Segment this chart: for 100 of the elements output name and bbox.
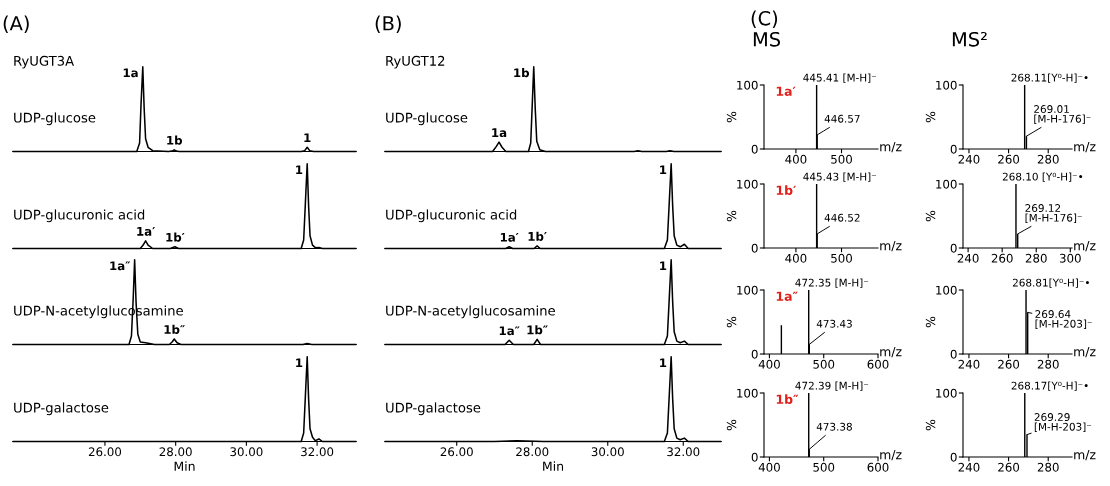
annotation: 1b′ bbox=[528, 231, 547, 241]
annotation: UDP-glucose bbox=[14, 112, 96, 126]
annotation: UDP-glucuronic acid bbox=[14, 209, 145, 223]
y-tick-label: 100 bbox=[936, 80, 957, 90]
annotation: 1a″ bbox=[110, 261, 131, 271]
y-tick-label: 0 bbox=[751, 452, 758, 462]
x-tick-label: 280 bbox=[1037, 462, 1059, 472]
annotation: 1 bbox=[660, 165, 667, 175]
annotation: 269.12 [M-H-176]⁻ bbox=[1025, 204, 1082, 223]
annotation: 1a bbox=[492, 128, 507, 138]
y-axis-title: % bbox=[726, 111, 737, 123]
chart-subtitle: RyUGT3A bbox=[14, 55, 75, 69]
chart-title: (B) bbox=[375, 15, 401, 33]
x-axis-title: m/z bbox=[880, 347, 902, 358]
x-tick-label: 240 bbox=[958, 462, 980, 472]
annotation: 472.35 [M-H]⁻ bbox=[795, 278, 869, 288]
y-tick-label: 100 bbox=[737, 388, 758, 398]
annotation: 1 bbox=[660, 358, 667, 368]
annotation: 446.57 bbox=[824, 114, 860, 123]
y-tick-label: 100 bbox=[737, 179, 758, 189]
annotation: UDP-galactose bbox=[14, 402, 109, 416]
annotation: 1a″ bbox=[499, 326, 520, 336]
x-tick-label: 240 bbox=[958, 359, 980, 369]
x-tick-label: 30.00 bbox=[591, 447, 624, 457]
x-tick-label: 260 bbox=[991, 253, 1013, 263]
x-tick-label: 400 bbox=[758, 462, 780, 472]
annotation: UDP-N-acetylglucosamine bbox=[386, 305, 555, 319]
y-tick-label: 100 bbox=[936, 179, 957, 189]
annotation: 472.39 [M-H]⁻ bbox=[795, 381, 869, 391]
chart-title: MS² bbox=[952, 31, 987, 47]
y-tick-label: 0 bbox=[950, 144, 957, 154]
annotation: 1b″ bbox=[527, 325, 548, 335]
x-tick-label: 600 bbox=[867, 462, 889, 472]
annotation: 269.01 [M-H-176]⁻ bbox=[1034, 105, 1091, 124]
x-axis-title: m/z bbox=[880, 241, 902, 252]
y-axis-title: % bbox=[925, 316, 936, 328]
x-tick-label: 600 bbox=[867, 359, 889, 369]
y-tick-label: 0 bbox=[950, 243, 957, 253]
x-axis-title: m/z bbox=[880, 450, 902, 461]
chart-title: (C) bbox=[751, 10, 778, 28]
y-tick-label: 0 bbox=[950, 349, 957, 359]
annotation: 268.81[Y⁰-H]⁻• bbox=[1012, 278, 1089, 288]
x-tick-label: 32.00 bbox=[667, 447, 700, 457]
annotation: 268.10 [Y⁰-H]⁻• bbox=[1002, 172, 1083, 182]
annotation: UDP-galactose bbox=[386, 402, 481, 416]
x-tick-label: 26.00 bbox=[88, 447, 122, 457]
x-tick-label: 300 bbox=[1059, 253, 1081, 263]
annotation: 1b′ bbox=[166, 232, 185, 242]
annotation: 1 bbox=[296, 358, 303, 368]
x-axis-title: m/z bbox=[1074, 241, 1096, 252]
x-axis-title: Min bbox=[174, 461, 195, 471]
x-tick-label: 280 bbox=[1037, 154, 1059, 164]
x-tick-label: 280 bbox=[1025, 253, 1047, 263]
y-axis-title: % bbox=[726, 210, 737, 222]
x-tick-label: 500 bbox=[831, 154, 852, 164]
y-axis-title: % bbox=[726, 419, 737, 431]
annotation: 1b′ bbox=[776, 185, 797, 195]
x-axis-title: m/z bbox=[1074, 142, 1096, 153]
x-tick-label: 400 bbox=[785, 154, 807, 164]
x-tick-label: 260 bbox=[998, 359, 1020, 369]
y-tick-label: 100 bbox=[936, 285, 957, 295]
x-tick-label: 240 bbox=[957, 253, 979, 263]
annotation: 1a′ bbox=[500, 232, 519, 242]
annotation: 1 bbox=[660, 261, 667, 271]
annotation: 1a′ bbox=[776, 86, 796, 96]
annotation: 445.43 [M-H]⁻ bbox=[803, 172, 877, 182]
annotation: 1b″ bbox=[776, 394, 799, 404]
annotation: 1a″ bbox=[776, 291, 798, 301]
annotation: 268.17[Y⁰-H]⁻• bbox=[1011, 381, 1088, 391]
x-tick-label: 400 bbox=[785, 253, 807, 263]
x-tick-label: 280 bbox=[1037, 359, 1059, 369]
annotation: 473.43 bbox=[816, 319, 852, 328]
chart-subtitle: MS bbox=[753, 31, 781, 47]
y-tick-label: 100 bbox=[936, 388, 957, 398]
annotation: 1 bbox=[296, 165, 303, 175]
annotation: 1b″ bbox=[164, 324, 185, 334]
chart-subtitle: RyUGT12 bbox=[386, 55, 445, 69]
x-tick-label: 500 bbox=[813, 462, 835, 472]
x-axis-title: m/z bbox=[880, 142, 902, 153]
y-axis-title: % bbox=[925, 210, 936, 222]
annotation: 1a bbox=[123, 68, 138, 78]
annotation: UDP-glucuronic acid bbox=[386, 209, 517, 223]
y-tick-label: 100 bbox=[737, 80, 758, 90]
annotation: 1a′ bbox=[137, 227, 155, 236]
annotation: 269.29 [M-H-203]⁻ bbox=[1034, 413, 1092, 432]
y-tick-label: 100 bbox=[737, 285, 758, 295]
x-tick-label: 400 bbox=[758, 359, 780, 369]
x-tick-label: 500 bbox=[831, 253, 852, 263]
y-tick-label: 0 bbox=[751, 243, 758, 253]
x-tick-label: 260 bbox=[998, 154, 1020, 164]
annotation: 446.52 bbox=[824, 213, 860, 222]
x-axis-title: m/z bbox=[1074, 347, 1096, 358]
y-axis-title: % bbox=[726, 316, 737, 328]
x-tick-label: 32.00 bbox=[301, 447, 334, 457]
annotation: 1b bbox=[167, 135, 183, 145]
x-tick-label: 260 bbox=[998, 462, 1020, 472]
x-axis-title: m/z bbox=[1074, 450, 1096, 461]
y-axis-title: % bbox=[925, 419, 936, 431]
x-tick-label: 28.00 bbox=[159, 447, 192, 457]
chart-title: (A) bbox=[3, 15, 29, 33]
